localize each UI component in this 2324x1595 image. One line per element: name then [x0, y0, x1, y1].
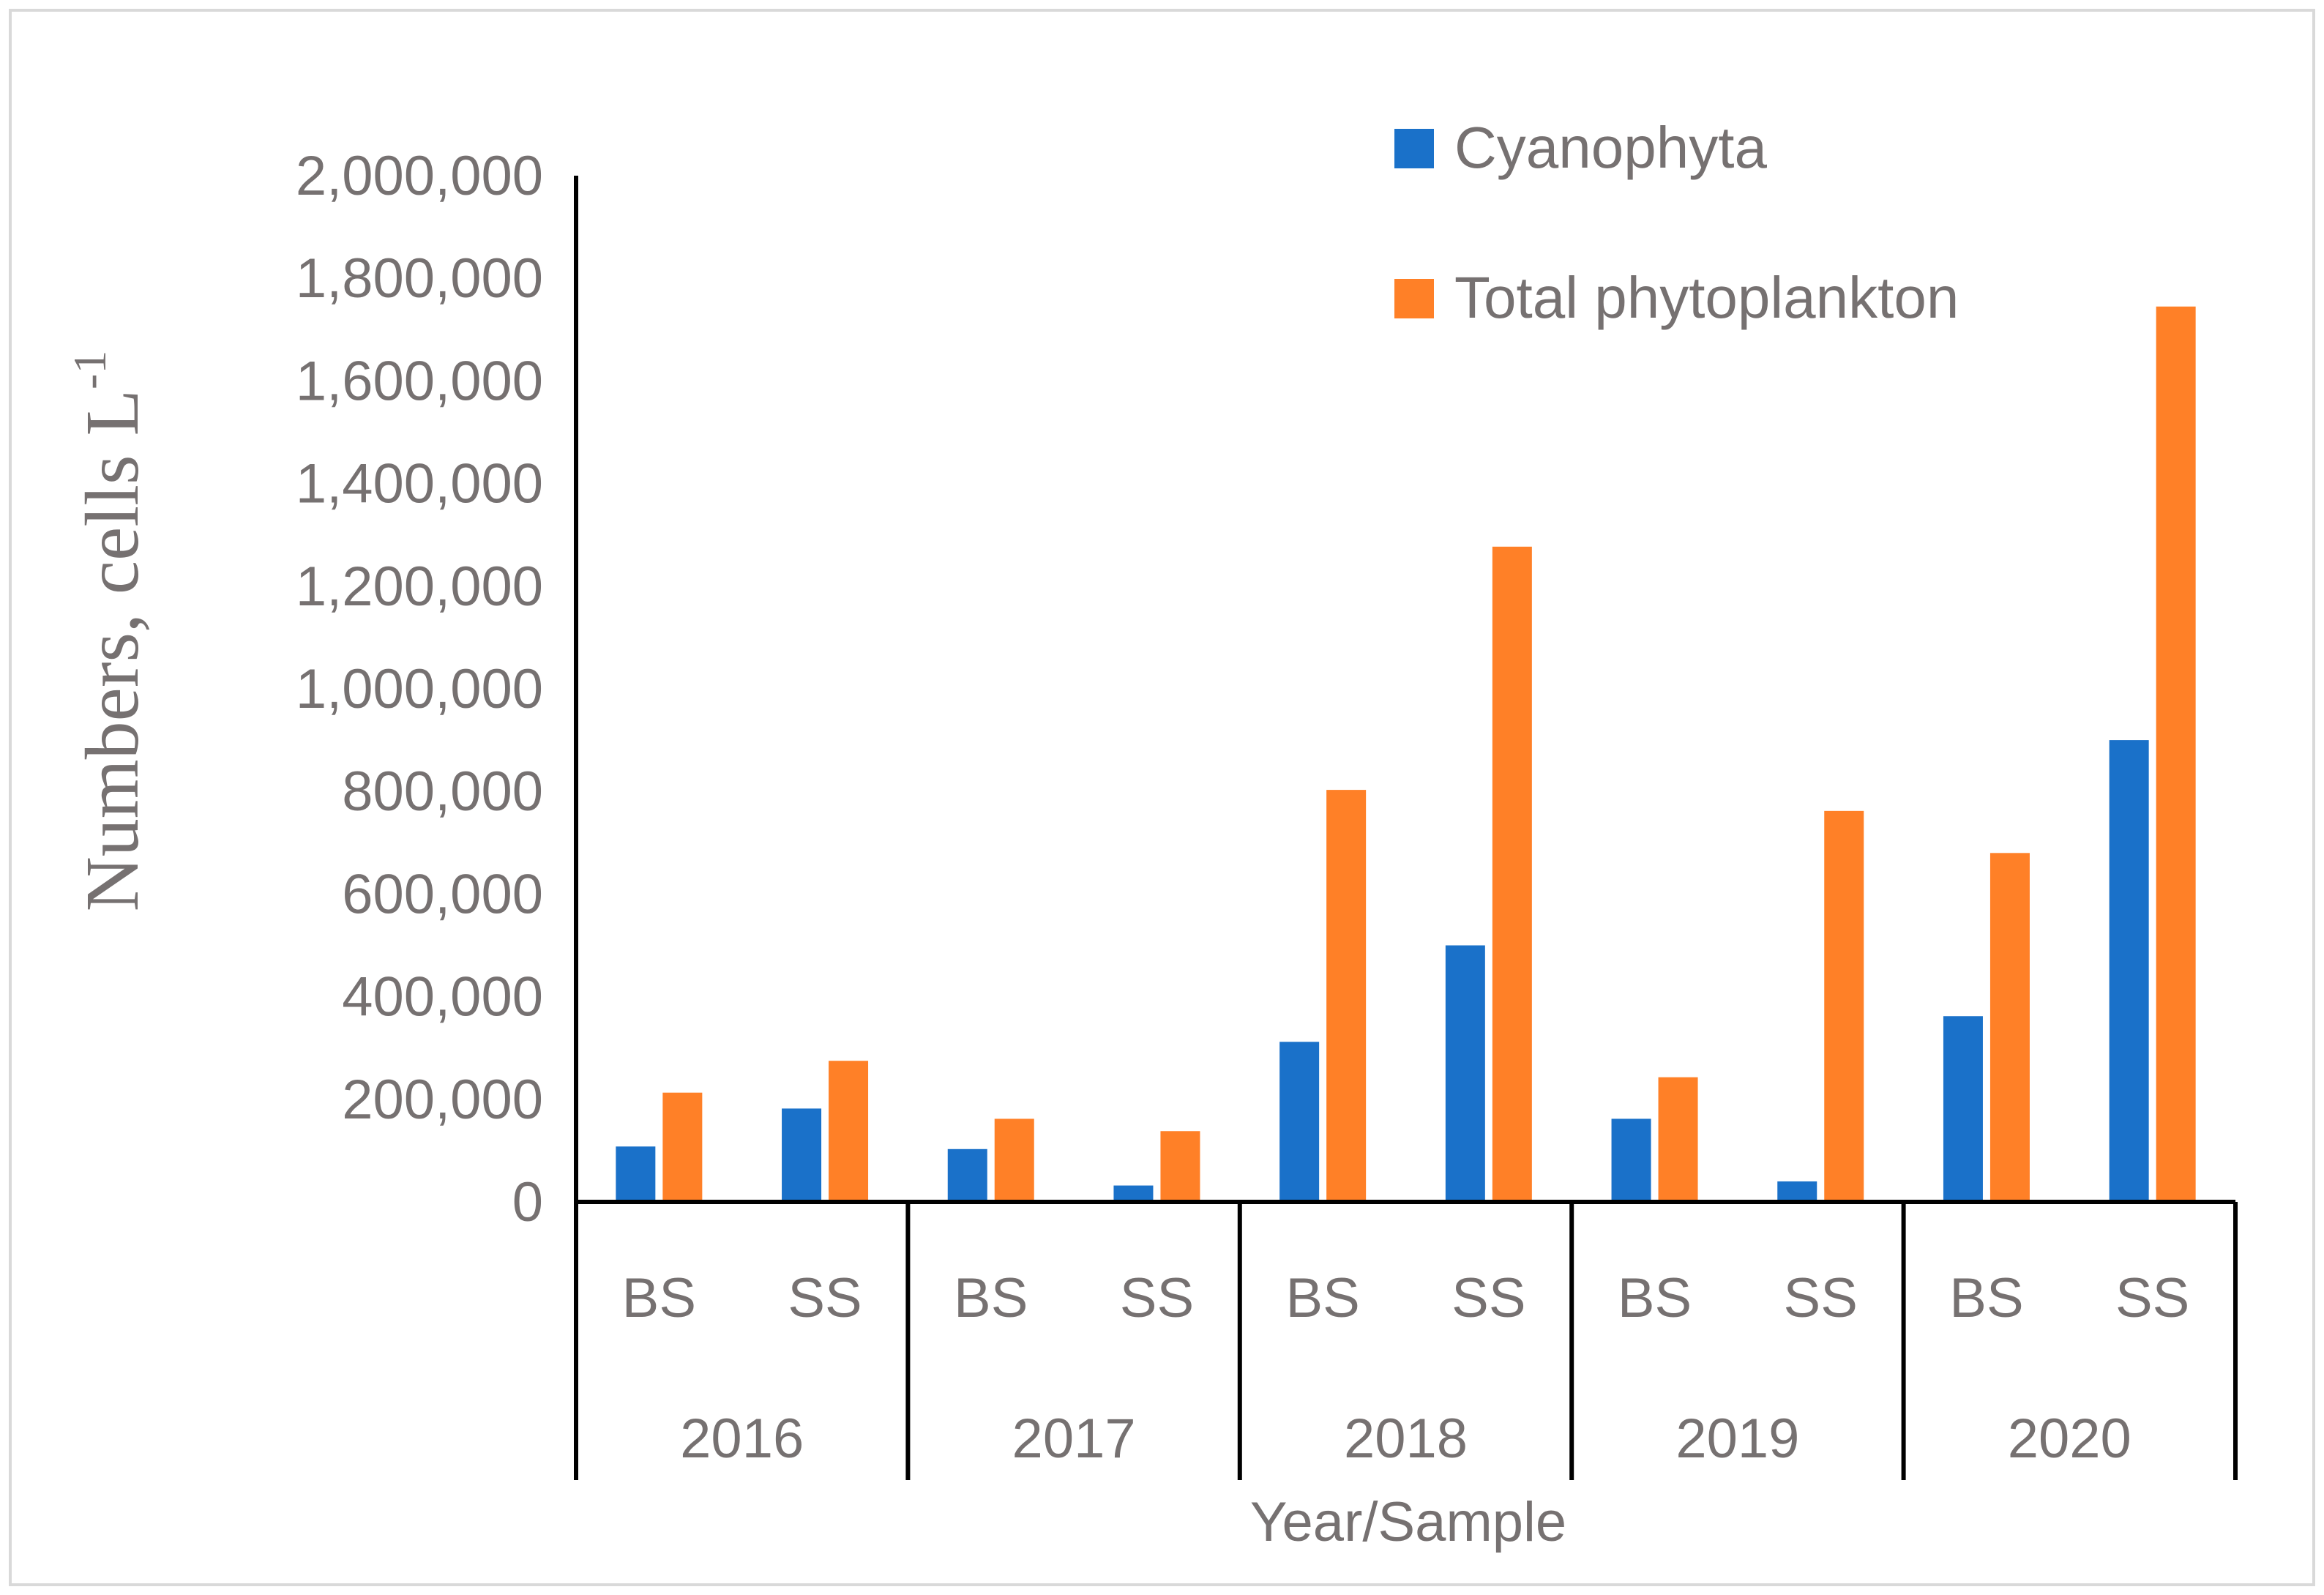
- y-tick-label: 1,600,000: [296, 350, 543, 412]
- bar-cyanophyta: [1943, 1016, 1983, 1202]
- x-axis-title: Year/Sample: [1250, 1491, 1566, 1553]
- x-category-labels: BS SS 2016 BS SS 2017 BS SS 2018 BS SS 2019 BS SS 2020: [622, 1267, 2190, 1470]
- bars: [616, 306, 2196, 1202]
- legend-swatch: [1394, 279, 1434, 318]
- bar-cyanophyta: [2109, 740, 2149, 1202]
- y-tick-label: 1,800,000: [296, 247, 543, 310]
- x-year-label: 2020: [2008, 1408, 2131, 1470]
- bar-cyanophyta: [947, 1148, 987, 1202]
- bar-total-phytoplankton: [1492, 546, 1532, 1202]
- y-tick-label: 1,000,000: [296, 658, 543, 720]
- y-tick-label: 400,000: [342, 966, 543, 1028]
- y-tick-labels: 0 200,000 400,000 600,000 800,000 1,000,000 1,…: [296, 145, 543, 1233]
- x-sample-label: SS: [1120, 1267, 1194, 1329]
- bar-total-phytoplankton: [1160, 1131, 1200, 1202]
- bar-cyanophyta: [782, 1108, 822, 1202]
- x-sample-label: BS: [1285, 1267, 1359, 1329]
- axes: [574, 176, 2238, 1480]
- y-axis-title: Numbers, cells L-1: [64, 351, 154, 912]
- y-axis-title-main: Numbers, cells L: [70, 389, 154, 911]
- bar-cyanophyta: [1113, 1185, 1154, 1202]
- bar-total-phytoplankton: [1326, 790, 1367, 1202]
- x-sample-label: SS: [788, 1267, 862, 1329]
- bar-cyanophyta: [616, 1146, 656, 1202]
- bar-total-phytoplankton: [1824, 810, 1864, 1202]
- bar-total-phytoplankton: [2156, 306, 2196, 1202]
- bar-total-phytoplankton: [1658, 1077, 1698, 1202]
- x-sample-label: BS: [1949, 1267, 2023, 1329]
- bar-total-phytoplankton: [662, 1092, 703, 1202]
- y-tick-label: 600,000: [342, 863, 543, 925]
- bar-total-phytoplankton: [1989, 853, 2030, 1202]
- bar-cyanophyta: [1777, 1181, 1817, 1202]
- legend-swatch: [1394, 129, 1434, 168]
- x-sample-label: BS: [622, 1267, 696, 1329]
- bar-total-phytoplankton: [994, 1118, 1034, 1202]
- legend: Cyanophyta Total phytoplankton: [1394, 115, 1959, 330]
- y-tick-label: 2,000,000: [296, 145, 543, 207]
- legend-label: Total phytoplankton: [1454, 265, 1959, 330]
- y-tick-label: 1,200,000: [296, 556, 543, 618]
- chart-border: [9, 9, 2315, 1586]
- x-sample-label: SS: [1451, 1267, 1525, 1329]
- y-tick-label: 200,000: [342, 1069, 543, 1131]
- x-year-label: 2019: [1675, 1408, 1799, 1470]
- legend-label: Cyanophyta: [1454, 115, 1767, 180]
- x-sample-label: SS: [2115, 1267, 2189, 1329]
- y-tick-label: 0: [512, 1171, 543, 1233]
- y-tick-label: 1,400,000: [296, 453, 543, 515]
- y-axis-title-superscript: -1: [64, 351, 116, 389]
- x-year-label: 2017: [1012, 1408, 1136, 1470]
- bar-cyanophyta: [1611, 1118, 1651, 1202]
- y-tick-label: 800,000: [342, 761, 543, 823]
- bar-cyanophyta: [1279, 1042, 1320, 1202]
- x-sample-label: SS: [1784, 1267, 1858, 1329]
- x-year-label: 2018: [1344, 1408, 1468, 1470]
- x-year-label: 2016: [680, 1408, 804, 1470]
- x-sample-label: BS: [954, 1267, 1028, 1329]
- bar-cyanophyta: [1445, 945, 1485, 1202]
- x-sample-label: BS: [1618, 1267, 1692, 1329]
- bar-total-phytoplankton: [829, 1061, 869, 1202]
